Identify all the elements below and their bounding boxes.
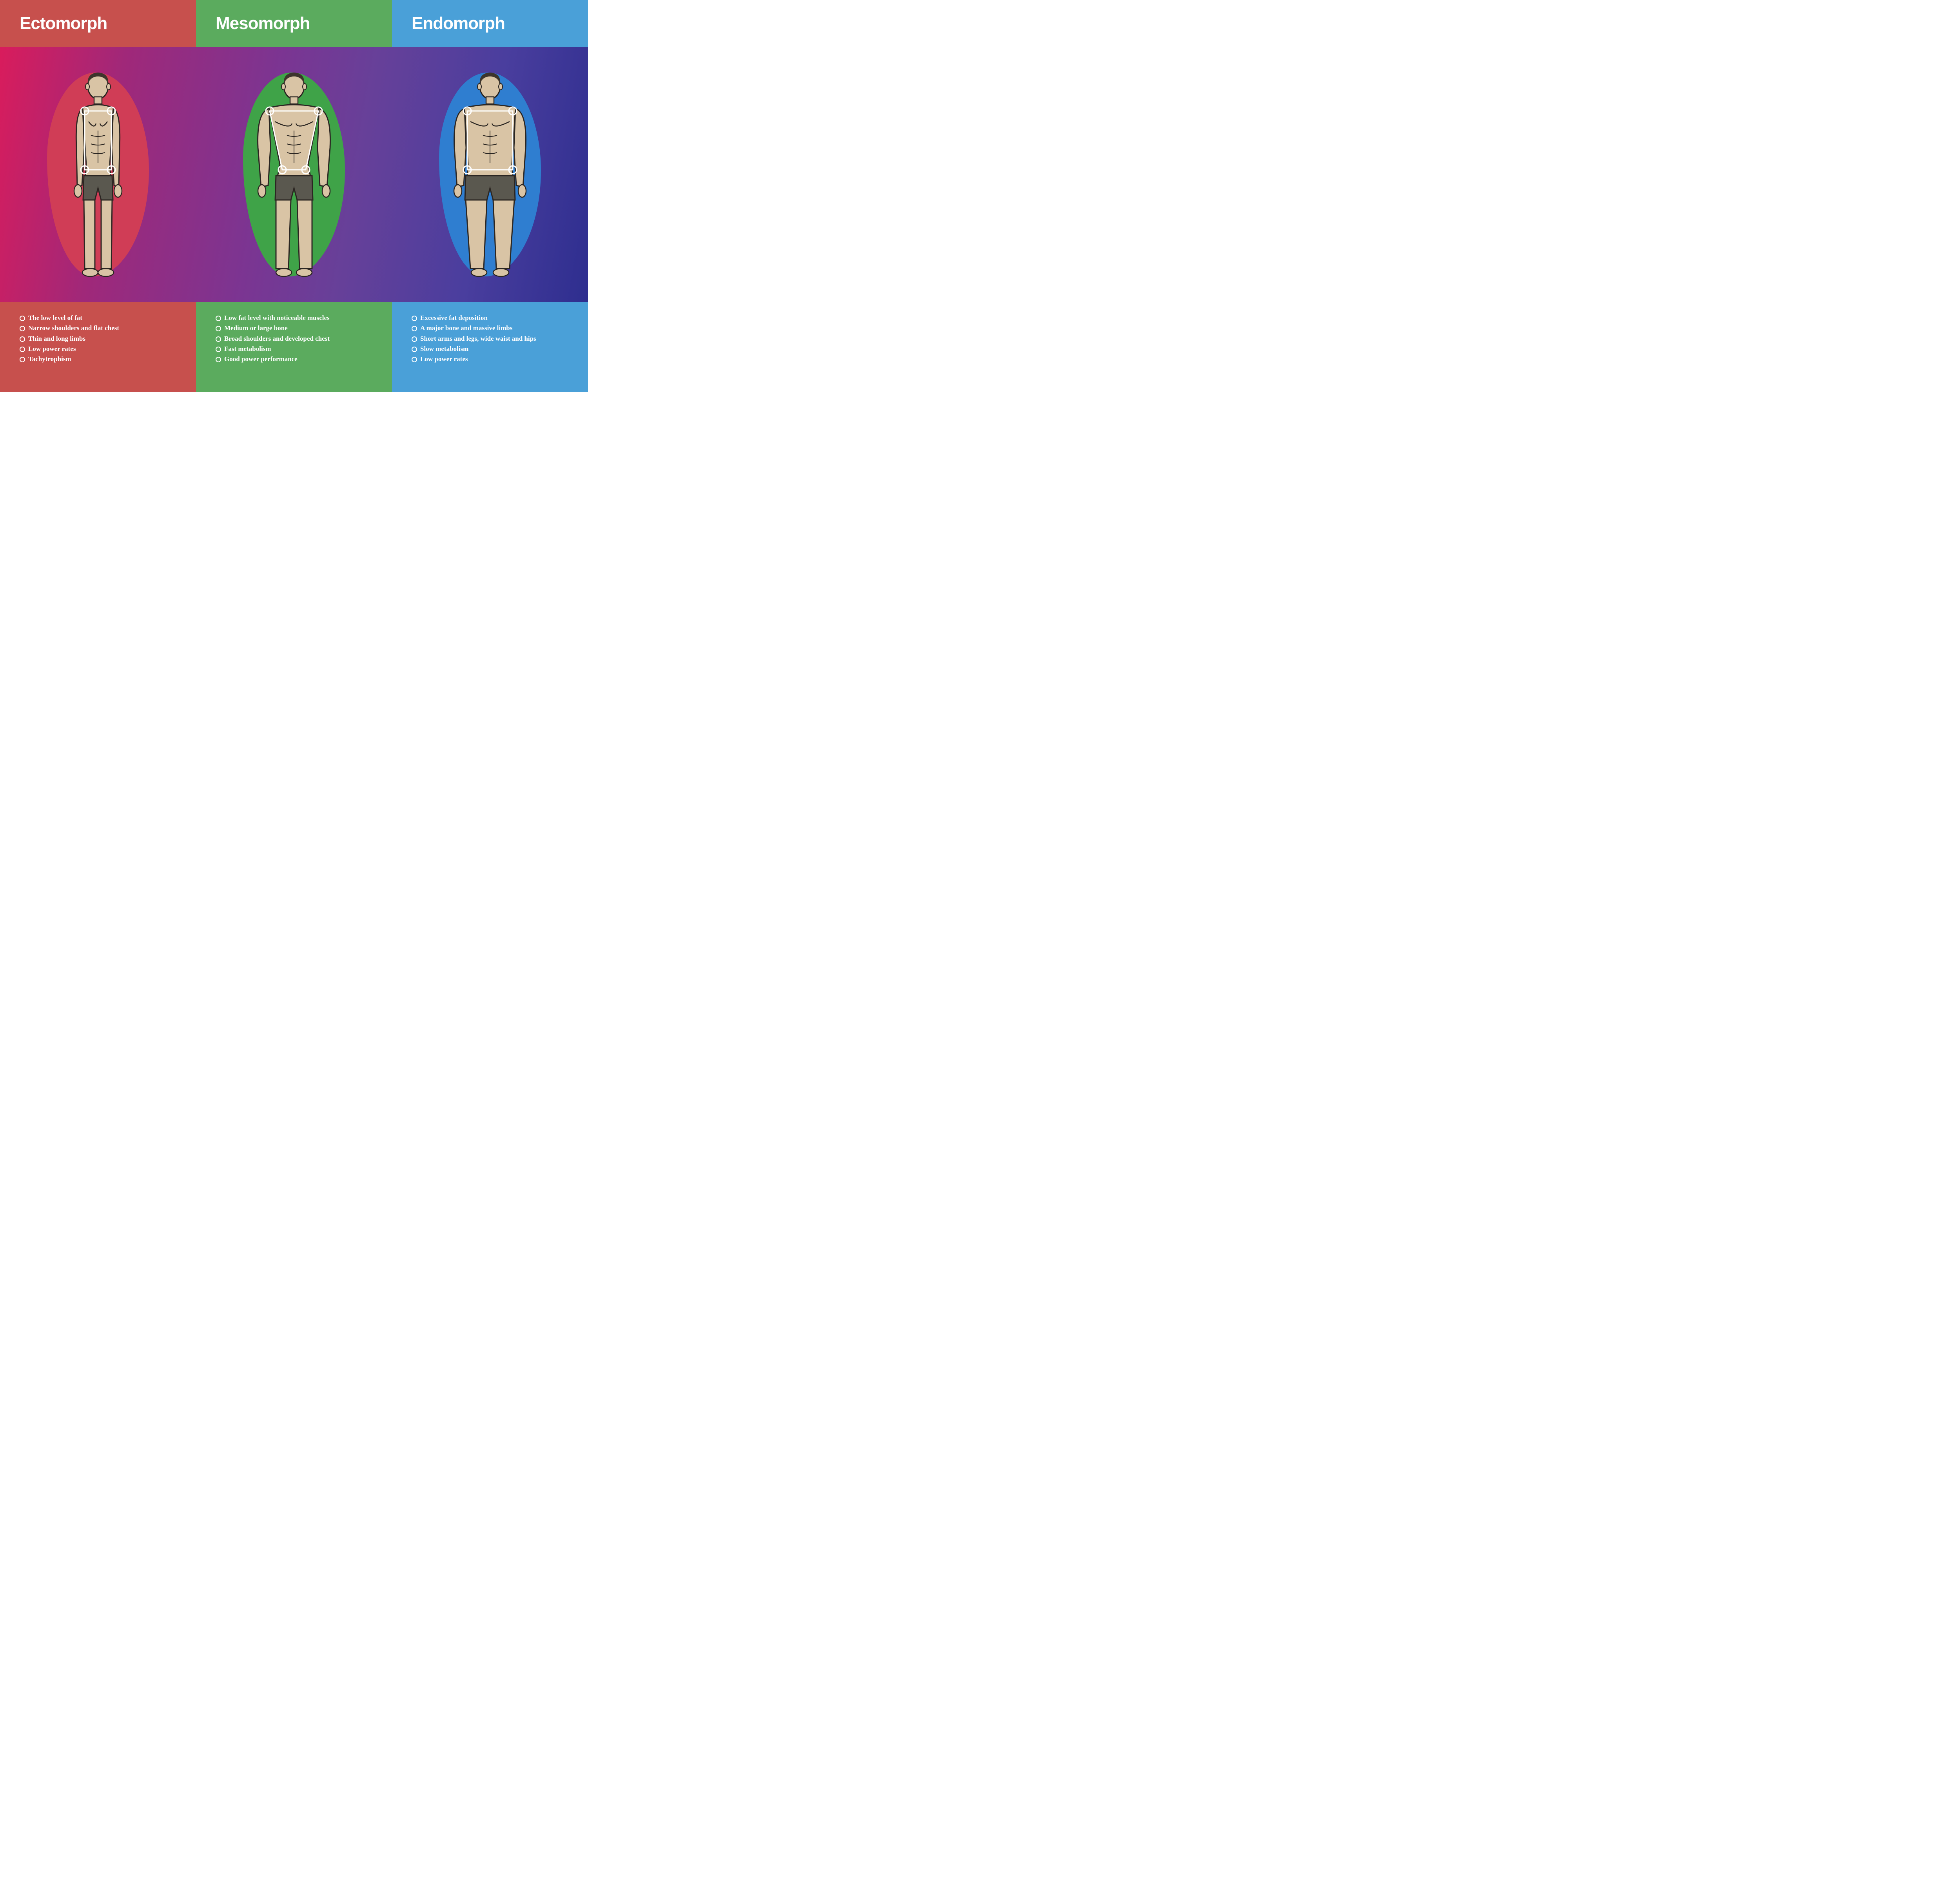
figure-ectomorph [51, 65, 145, 284]
trait-list-ectomorph: The low level of fatNarrow shoulders and… [20, 313, 180, 365]
trait-item: Narrow shoulders and flat chest [20, 323, 180, 333]
figure-endomorph [431, 65, 549, 284]
trait-item: Broad shoulders and developed chest [216, 334, 376, 344]
trait-item: The low level of fat [20, 313, 180, 323]
body-row [0, 47, 588, 302]
trait-item: Fast metabolism [216, 344, 376, 354]
trait-item: Short arms and legs, wide waist and hips [412, 334, 572, 344]
trait-item: Slow metabolism [412, 344, 572, 354]
trait-item: A major bone and massive limbs [412, 323, 572, 333]
header-cell-endomorph: Endomorph [392, 0, 588, 47]
trait-item: Low power rates [20, 344, 180, 354]
trait-list-endomorph: Excessive fat depositionA major bone and… [412, 313, 572, 365]
footer-cell-mesomorph: Low fat level with noticeable musclesMed… [196, 302, 392, 392]
trait-item: Low power rates [412, 354, 572, 364]
header-cell-mesomorph: Mesomorph [196, 0, 392, 47]
header-row: Ectomorph Mesomorph Endomorph [0, 0, 588, 47]
trait-item: Excessive fat deposition [412, 313, 572, 323]
footer-row: The low level of fatNarrow shoulders and… [0, 302, 588, 392]
trait-item: Low fat level with noticeable muscles [216, 313, 376, 323]
trait-item: Thin and long limbs [20, 334, 180, 344]
body-cell-endomorph [392, 47, 588, 302]
trait-list-mesomorph: Low fat level with noticeable musclesMed… [216, 313, 376, 365]
title-mesomorph: Mesomorph [216, 14, 310, 33]
trait-item: Medium or large bone [216, 323, 376, 333]
title-ectomorph: Ectomorph [20, 14, 107, 33]
body-cell-ectomorph [0, 47, 196, 302]
figure-mesomorph [239, 65, 349, 284]
body-cell-mesomorph [196, 47, 392, 302]
trait-item: Tachytrophism [20, 354, 180, 364]
title-endomorph: Endomorph [412, 14, 505, 33]
header-cell-ectomorph: Ectomorph [0, 0, 196, 47]
footer-cell-ectomorph: The low level of fatNarrow shoulders and… [0, 302, 196, 392]
footer-cell-endomorph: Excessive fat depositionA major bone and… [392, 302, 588, 392]
trait-item: Good power performance [216, 354, 376, 364]
